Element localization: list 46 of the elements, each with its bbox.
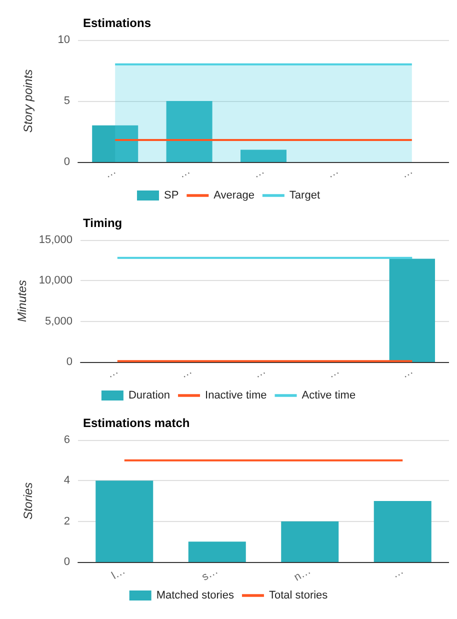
bar [166,101,212,162]
x-tick-label: … [326,364,342,381]
y-tick-label: 0 [64,556,70,568]
x-tick-label: … [399,164,415,181]
x-tick-label: … [178,364,194,381]
legend-label: Average [214,190,254,202]
legend-label: Total stories [268,590,328,602]
bar [374,501,432,562]
x-tick-label: … [325,164,341,181]
x-tick-label: … [252,364,268,381]
y-tick-label: 15,000 [38,234,73,246]
bar [188,542,246,562]
y-axis-title: Story points [21,69,35,133]
x-tick-label: … [250,164,266,181]
y-tick-label: 0 [64,156,70,168]
bar [96,480,154,562]
y-tick-label: 0 [66,356,73,368]
chart-title: Estimations match [83,416,190,430]
x-tick-label: l… [110,564,128,582]
x-tick-label: … [104,364,120,381]
legend-label: Duration [128,390,170,402]
legend-label: Matched stories [156,590,234,602]
y-tick-label: 5,000 [45,315,73,328]
legend-label: Inactive time [205,390,267,402]
y-tick-label: 10 [58,34,70,46]
x-tick-label: … [400,364,416,381]
bar [281,521,339,562]
chart-title: Timing [83,216,122,230]
x-tick-label: s… [200,564,220,584]
x-tick-label: n… [292,564,313,584]
y-tick-label: 4 [64,474,70,487]
x-tick-label: … [102,164,118,181]
y-tick-label: 2 [64,515,70,528]
bar [240,150,286,162]
bar [92,125,138,162]
y-axis-title: Minutes [15,280,29,322]
y-tick-label: 5 [64,95,70,107]
legend-label: Target [289,190,320,202]
legend-label: Active time [302,390,356,402]
y-tick-label: 10,000 [38,274,73,287]
chart-title: Estimations [83,16,152,30]
y-tick-label: 6 [64,434,70,446]
legend-label: SP [164,190,179,202]
x-tick-label: … [176,164,192,181]
x-tick-label: … [390,564,406,581]
y-axis-title: Stories [21,482,35,520]
